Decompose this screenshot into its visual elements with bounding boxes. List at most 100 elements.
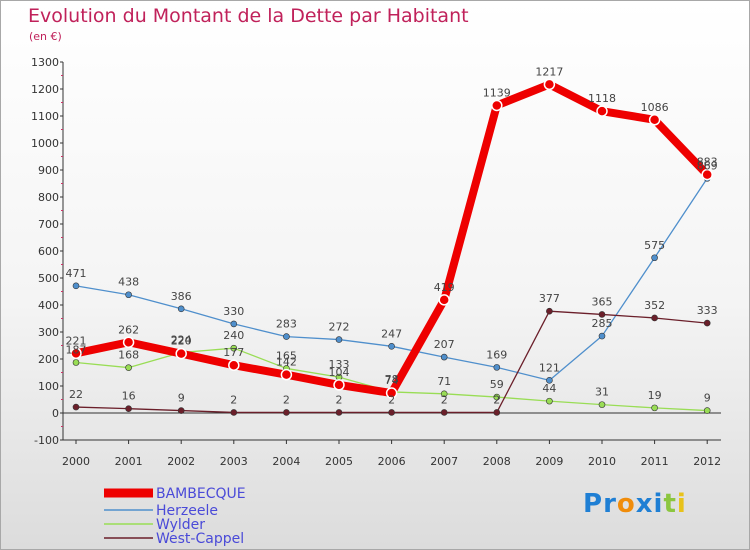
chart-title: Evolution du Montant de la Dette par Hab… (28, 5, 469, 27)
x-tick-label: 2001 (115, 455, 143, 468)
data-label: 104 (329, 366, 350, 379)
data-label: 16 (122, 390, 136, 403)
y-tick-label: 700 (38, 218, 59, 231)
data-point (385, 387, 398, 399)
data-label: 9 (178, 392, 185, 405)
data-point (335, 409, 343, 416)
data-label: 377 (539, 292, 560, 305)
brand-letter: P (583, 489, 604, 519)
data-point (440, 409, 448, 416)
data-point (546, 307, 553, 315)
data-point (598, 332, 606, 340)
x-tick-label: 2002 (167, 455, 195, 468)
y-tick-label: 500 (38, 272, 59, 285)
data-point (493, 393, 501, 401)
x-tick-label: 2010 (588, 455, 616, 468)
brand-letter: i (653, 489, 664, 519)
data-point (438, 294, 450, 306)
data-point (440, 390, 448, 398)
y-tick-label: 0 (52, 407, 59, 420)
data-label: 165 (276, 349, 297, 362)
data-point (125, 364, 132, 371)
data-point (651, 254, 658, 262)
y-tick-label: 1300 (31, 56, 59, 69)
data-label: 9 (704, 392, 711, 405)
data-point (125, 405, 132, 412)
legend-label: BAMBECQUE (156, 486, 246, 502)
brand-letter: x (635, 489, 654, 519)
y-tick-label: -100 (34, 434, 59, 447)
data-label: 333 (697, 304, 718, 317)
data-point (491, 99, 503, 112)
data-label: 59 (490, 378, 504, 391)
data-label: 74 (385, 374, 399, 387)
x-tick-label: 2005 (325, 455, 353, 468)
data-point (648, 114, 661, 126)
data-point (701, 168, 713, 181)
data-label: 142 (276, 356, 297, 369)
data-label: 240 (223, 329, 244, 342)
legend-label: Herzeele (156, 503, 218, 519)
x-tick-label: 2008 (483, 455, 511, 468)
data-point (177, 305, 185, 313)
x-tick-label: 2003 (220, 455, 248, 468)
data-point (280, 368, 293, 381)
data-label: 2 (493, 393, 500, 406)
data-label: 44 (542, 382, 556, 395)
data-point (230, 344, 238, 352)
y-tick-label: 200 (38, 353, 59, 366)
data-label: 330 (223, 305, 244, 318)
data-label: 262 (118, 323, 139, 336)
x-tick-label: 2007 (430, 455, 458, 468)
data-label: 365 (592, 295, 613, 308)
data-label: 1086 (641, 101, 669, 114)
data-label: 1139 (483, 86, 511, 99)
data-point (283, 409, 290, 416)
data-point (125, 291, 132, 299)
brand-logo: Proxiti (583, 489, 687, 519)
data-label: 177 (223, 346, 244, 359)
data-point (543, 78, 556, 91)
data-label: 883 (697, 156, 718, 169)
data-point (283, 333, 290, 340)
y-tick-label: 800 (38, 191, 59, 204)
x-tick-label: 2011 (641, 455, 669, 468)
data-point (703, 407, 711, 414)
data-label: 207 (434, 338, 455, 351)
data-label: 169 (486, 348, 507, 361)
y-tick-label: 100 (38, 380, 59, 393)
data-label: 869 (697, 159, 718, 172)
data-label: 272 (329, 321, 350, 334)
brand-letter: r (603, 489, 617, 519)
data-point (493, 409, 501, 416)
data-label: 1118 (588, 92, 616, 105)
data-label: 78 (385, 373, 399, 386)
data-point (70, 347, 82, 360)
data-point (598, 311, 606, 318)
data-point (72, 403, 80, 411)
data-label: 352 (644, 299, 665, 312)
data-label: 71 (437, 375, 451, 388)
data-label: 220 (171, 335, 192, 348)
x-tick-label: 2009 (535, 455, 563, 468)
y-tick-label: 1000 (31, 137, 59, 150)
data-point (72, 282, 80, 290)
data-label: 247 (381, 327, 402, 340)
y-tick-label: 900 (38, 164, 59, 177)
data-point (333, 379, 345, 391)
data-point (72, 359, 80, 366)
data-point (388, 343, 395, 350)
data-point (388, 409, 395, 416)
data-label: 19 (648, 389, 662, 402)
brand-letter: o (616, 489, 636, 519)
data-label: 121 (539, 361, 560, 374)
data-point (546, 377, 553, 384)
data-label: 386 (171, 290, 192, 303)
data-label: 2 (283, 393, 290, 406)
data-point (598, 401, 606, 408)
data-label: 2 (230, 393, 237, 406)
data-label: 285 (592, 317, 613, 330)
y-tick-label: 1200 (31, 83, 59, 96)
data-point (230, 320, 238, 328)
